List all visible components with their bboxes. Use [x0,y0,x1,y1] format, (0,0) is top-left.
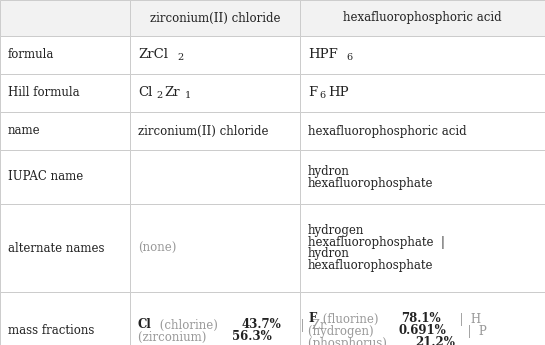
Bar [0,112,130,150]
Text: hexafluorophosphate: hexafluorophosphate [308,177,433,189]
Bar [300,150,545,204]
Text: (chlorine): (chlorine) [156,318,221,332]
Text: formula: formula [8,49,54,61]
Text: mass fractions: mass fractions [8,325,94,337]
Text: IUPAC name: IUPAC name [8,170,83,184]
Text: Hill formula: Hill formula [8,87,80,99]
Text: hexafluorophosphate: hexafluorophosphate [308,259,433,272]
Bar [0,150,130,204]
Text: 6: 6 [320,91,326,100]
Text: 56.3%: 56.3% [232,331,271,344]
Text: 1: 1 [185,91,191,100]
Bar [130,74,300,112]
Text: HPF: HPF [308,49,338,61]
Bar [300,292,545,345]
Text: hexafluorophosphoric acid: hexafluorophosphoric acid [308,125,467,138]
Bar [130,36,300,74]
Text: Cl: Cl [138,318,152,332]
Text: ZrCl: ZrCl [138,49,168,61]
Text: zirconium(II) chloride: zirconium(II) chloride [150,11,280,24]
Bar [130,112,300,150]
Bar [130,150,300,204]
Bar [300,0,545,36]
Text: |  Zr: | Zr [293,318,325,332]
Bar [300,74,545,112]
Text: hexafluorophosphate  |: hexafluorophosphate | [308,236,445,249]
Bar [0,74,130,112]
Text: (fluorine): (fluorine) [319,313,382,325]
Bar [130,292,300,345]
Bar [300,36,545,74]
Bar [300,204,545,292]
Text: hydron: hydron [308,165,350,177]
Text: F: F [308,313,316,325]
Text: 21.2%: 21.2% [415,336,455,345]
Bar [0,204,130,292]
Text: Zr: Zr [165,87,180,99]
Text: (zirconium): (zirconium) [138,331,210,344]
Text: alternate names: alternate names [8,241,105,255]
Text: F: F [308,87,317,99]
Bar [130,204,300,292]
Text: (hydrogen): (hydrogen) [308,325,377,337]
Text: 0.691%: 0.691% [398,325,446,337]
Bar [0,292,130,345]
Text: 6: 6 [347,53,353,62]
Bar [0,0,130,36]
Text: name: name [8,125,41,138]
Bar [130,0,300,36]
Text: hexafluorophosphoric acid: hexafluorophosphoric acid [343,11,502,24]
Text: hydrogen: hydrogen [308,224,365,237]
Text: zirconium(II) chloride: zirconium(II) chloride [138,125,269,138]
Text: (phosphorus): (phosphorus) [308,336,391,345]
Text: Cl: Cl [138,87,153,99]
Text: (none): (none) [138,241,177,255]
Text: |  P: | P [460,325,487,337]
Text: 78.1%: 78.1% [401,313,440,325]
Text: 43.7%: 43.7% [241,318,281,332]
Bar [0,36,130,74]
Bar [300,112,545,150]
Text: |  H: | H [452,313,481,325]
Text: 2: 2 [156,91,163,100]
Text: HP: HP [328,87,348,99]
Text: 2: 2 [177,53,183,62]
Text: hydron: hydron [308,247,350,260]
